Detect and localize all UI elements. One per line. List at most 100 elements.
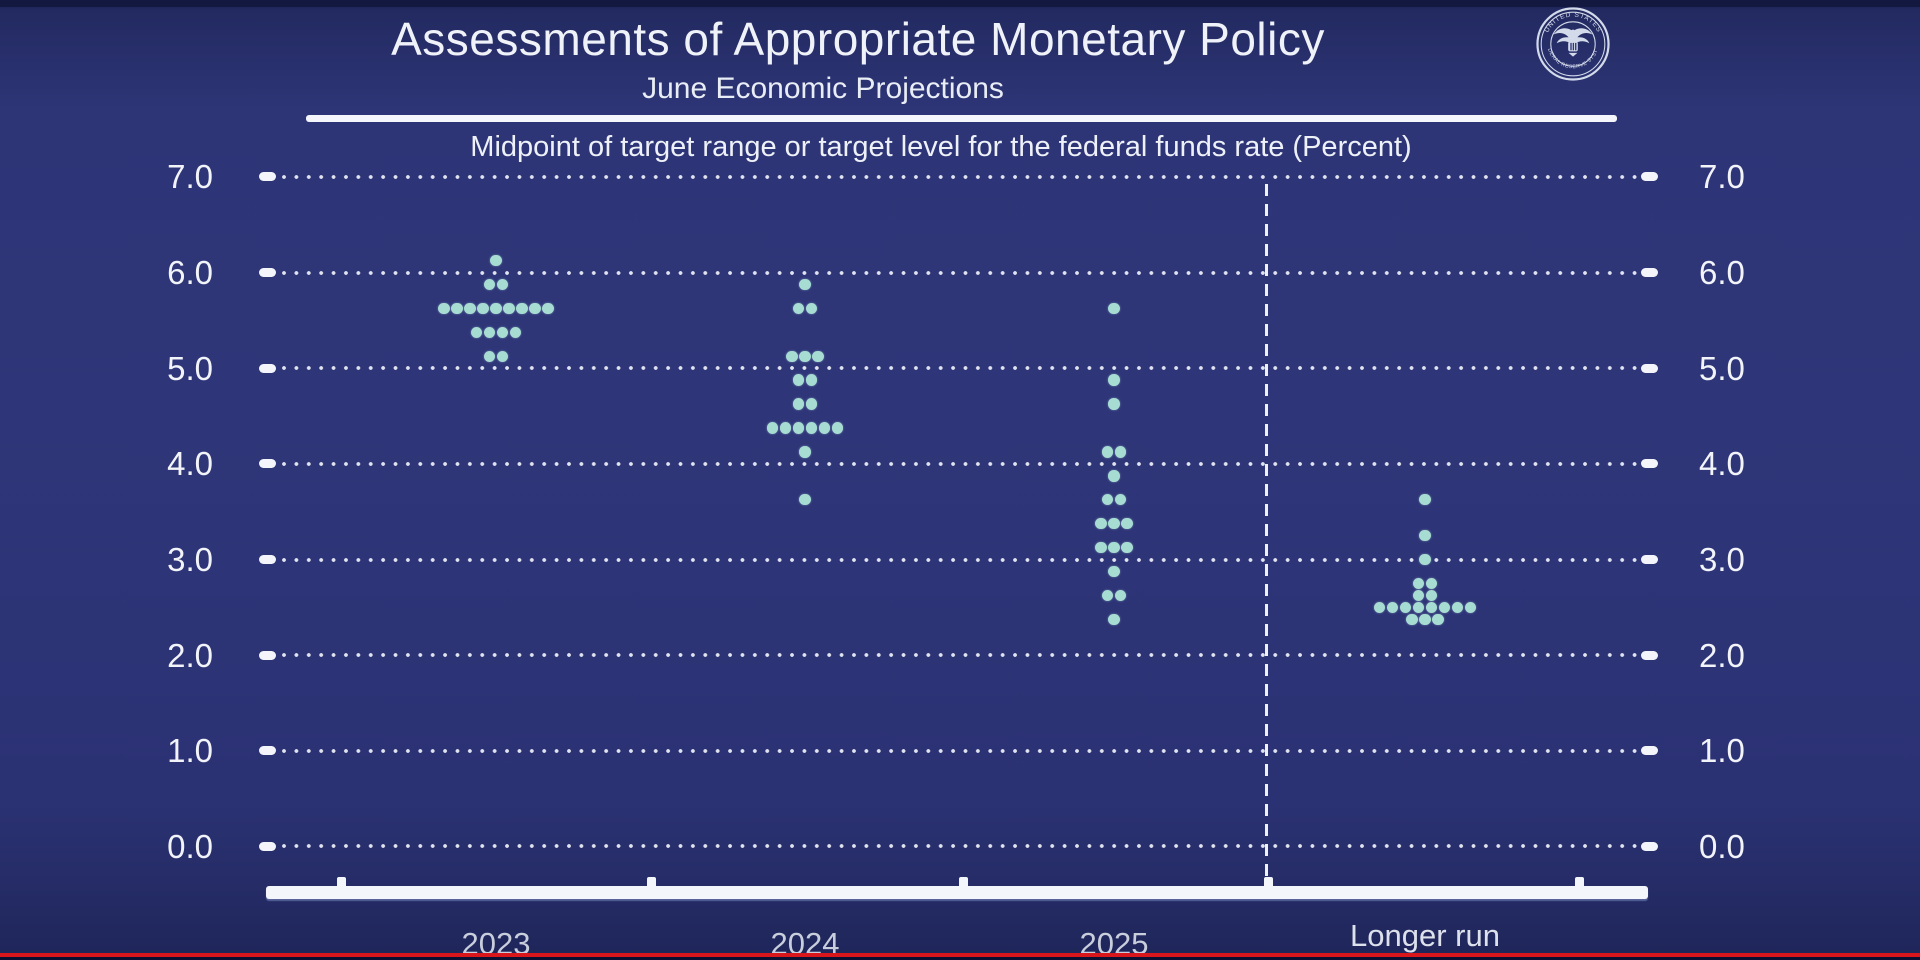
- y-tick-left-3.0: [259, 555, 276, 564]
- dot-longer-run-3.625-1: [1419, 493, 1431, 506]
- dot-2024-5.875-1: [799, 278, 811, 291]
- dot-2023-5.125-1: [483, 350, 496, 363]
- x-axis-tick-4: [1263, 877, 1273, 888]
- dot-2024-5.125-1: [786, 350, 798, 363]
- dot-2025-3.375-2: [1108, 517, 1120, 530]
- gridline-5.0: [282, 366, 1638, 371]
- y-axis-label-left-5.0: 5.0: [167, 349, 213, 387]
- dot-longer-run-2.5-5: [1425, 601, 1438, 614]
- y-tick-left-6.0: [259, 268, 276, 278]
- dot-2025-4.875-1: [1108, 374, 1120, 386]
- dot-2023-5.625-2: [451, 302, 463, 315]
- y-axis-label-left-3.0: 3.0: [167, 541, 213, 578]
- x-axis-tick-2: [646, 877, 656, 888]
- x-axis-tick-1: [336, 877, 346, 888]
- dot-2025-4.125-1: [1101, 446, 1114, 458]
- axis-units-note: Midpoint of target range or target level…: [470, 131, 1412, 163]
- dot-longer-run-2.5-7: [1451, 601, 1464, 614]
- dot-2023-5.375-3: [496, 326, 509, 339]
- gridline-4.0: [282, 461, 1638, 466]
- y-tick-right-7.0: [1641, 172, 1658, 182]
- bottom-edge-strip: [0, 957, 1920, 960]
- dot-2025-2.625-1: [1101, 589, 1114, 602]
- dot-2023-5.625-3: [464, 302, 476, 315]
- y-axis-label-right-4.0: 4.0: [1699, 445, 1745, 483]
- y-axis-label-right-5.0: 5.0: [1699, 349, 1745, 387]
- dot-2025-3.875-1: [1108, 470, 1120, 482]
- dot-2024-4.375-5: [818, 422, 831, 434]
- y-axis-label-left-0.0: 0.0: [167, 827, 213, 865]
- dot-2023-5.375-4: [509, 326, 522, 339]
- y-tick-left-7.0: [259, 172, 276, 182]
- gridline-7.0: [282, 174, 1638, 179]
- dot-2025-2.625-2: [1114, 589, 1127, 602]
- dot-2025-3.375-1: [1095, 517, 1107, 530]
- header-divider: [306, 115, 1617, 122]
- gridline-0.0: [282, 844, 1638, 849]
- dot-longer-run-3.25-1: [1419, 529, 1431, 542]
- dot-2024-4.625-1: [792, 398, 805, 410]
- dot-2024-4.375-1: [766, 422, 779, 434]
- chart-title: Assessments of Appropriate Monetary Poli…: [391, 13, 1325, 65]
- dot-2024-3.625-1: [799, 493, 811, 506]
- dot-2025-3.625-1: [1101, 493, 1114, 506]
- bottom-red-line: [0, 953, 1920, 957]
- y-tick-left-5.0: [259, 363, 276, 373]
- y-tick-left-4.0: [259, 459, 276, 469]
- x-axis-label-longer-run: Longer run: [1350, 918, 1500, 953]
- dot-2023-5.625-6: [503, 302, 515, 315]
- gridline-6.0: [282, 270, 1638, 275]
- dot-2025-3.125-2: [1108, 541, 1120, 554]
- dot-2025-4.125-2: [1114, 446, 1127, 458]
- dot-longer-run-2.5-8: [1464, 601, 1477, 614]
- dot-2024-4.125-1: [799, 446, 811, 458]
- dot-longer-run-2.5-3: [1399, 601, 1412, 614]
- y-axis-label-right-0.0: 0.0: [1699, 827, 1745, 865]
- y-tick-left-2.0: [259, 650, 276, 660]
- y-axis-label-right-6.0: 6.0: [1699, 254, 1745, 292]
- dot-longer-run-2.375-2: [1419, 613, 1431, 626]
- gridline-2.0: [282, 653, 1638, 658]
- dot-2024-4.375-6: [831, 422, 844, 434]
- dot-2023-5.625-5: [490, 302, 502, 315]
- dot-longer-run-2.375-1: [1406, 613, 1418, 626]
- dot-2025-3.625-2: [1114, 493, 1127, 506]
- dot-2023-5.375-2: [483, 326, 496, 339]
- dot-longer-run-2.375-3: [1432, 613, 1444, 626]
- top-edge-strip: [0, 0, 1920, 7]
- dot-2024-4.375-3: [792, 422, 805, 434]
- dot-longer-run-2.5-2: [1386, 601, 1399, 614]
- dot-longer-run-3-1: [1419, 553, 1431, 566]
- x-axis-bar: [266, 886, 1648, 899]
- dot-2024-5.125-2: [799, 350, 811, 363]
- dot-2025-5.625-1: [1108, 302, 1120, 315]
- dot-longer-run-2.5-4: [1412, 601, 1425, 614]
- y-axis-label-right-3.0: 3.0: [1699, 541, 1745, 578]
- y-tick-right-0.0: [1641, 841, 1658, 851]
- y-tick-right-1.0: [1641, 746, 1658, 756]
- dot-longer-run-2.625-1: [1412, 589, 1425, 602]
- gridline-3.0: [282, 557, 1638, 562]
- dot-2023-5.625-7: [516, 302, 528, 315]
- x-axis-tick-3: [958, 877, 968, 888]
- y-axis-label-left-2.0: 2.0: [167, 636, 213, 674]
- federal-reserve-seal-icon: UNITED STATES FEDERAL RESERVE SYSTEM: [1536, 7, 1610, 81]
- dot-2023-5.125-2: [496, 350, 509, 363]
- dot-longer-run-2.75-1: [1412, 577, 1425, 590]
- y-axis-label-left-1.0: 1.0: [167, 732, 213, 770]
- chart-subtitle: June Economic Projections: [642, 72, 1004, 105]
- y-axis-label-left-4.0: 4.0: [167, 445, 213, 483]
- y-axis-label-right-2.0: 2.0: [1699, 636, 1745, 674]
- y-axis-label-left-6.0: 6.0: [167, 254, 213, 292]
- dot-2023-5.625-4: [477, 302, 489, 315]
- dot-2023-5.625-1: [438, 302, 450, 315]
- dot-2025-3.125-1: [1095, 541, 1107, 554]
- y-tick-left-1.0: [259, 746, 276, 756]
- dot-2024-5.125-3: [812, 350, 824, 363]
- dot-2025-2.375-1: [1108, 613, 1120, 626]
- y-tick-right-5.0: [1641, 363, 1658, 373]
- y-axis-label-left-7.0: 7.0: [167, 158, 213, 196]
- dot-2024-4.375-4: [805, 422, 818, 434]
